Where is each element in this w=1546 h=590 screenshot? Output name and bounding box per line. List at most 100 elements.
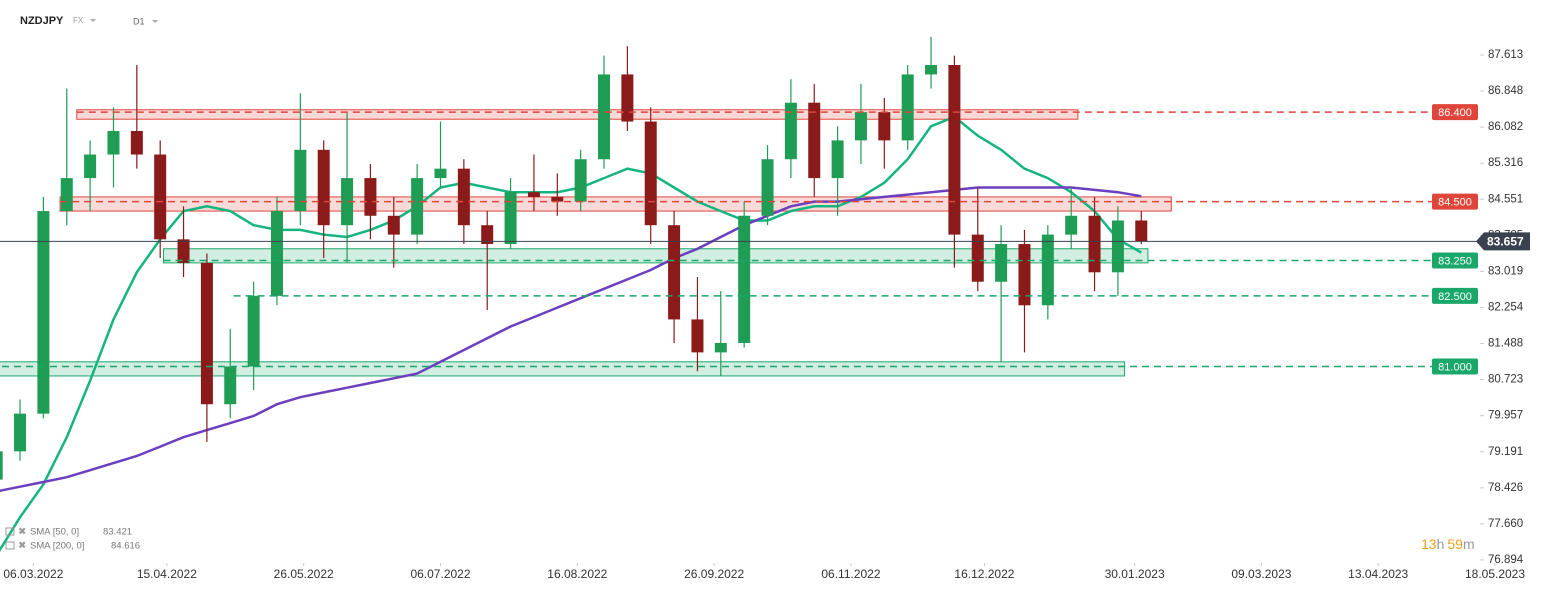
candle-body	[341, 178, 354, 226]
zone	[76, 109, 1079, 120]
level-label-box	[1432, 358, 1478, 375]
legend-value: 84.616	[111, 541, 140, 552]
level-label: 86.400	[1438, 107, 1472, 119]
candle-body	[925, 65, 938, 75]
candle-body	[691, 319, 704, 353]
candle-body	[224, 366, 237, 405]
candle-body	[1041, 234, 1054, 306]
y-tick-label: 86.082	[1488, 121, 1523, 133]
candle-body	[901, 74, 914, 141]
x-tick-label: 30.01.2023	[1105, 567, 1165, 581]
candle-body	[1018, 244, 1031, 306]
candle-body	[784, 102, 797, 160]
candle-body	[761, 159, 774, 216]
last-price-box	[1476, 232, 1530, 251]
candle-body	[808, 102, 821, 179]
legend-name: SMA [200, 0]	[30, 541, 84, 552]
candle-body	[878, 112, 891, 141]
candle-body	[0, 451, 3, 480]
candle-body	[364, 178, 377, 216]
x-tick-label: 06.11.2022	[821, 567, 880, 581]
y-tick-label: 82.254	[1488, 301, 1524, 313]
level-label: 81.000	[1438, 361, 1472, 373]
candle-body	[177, 239, 190, 263]
x-tick-label: 15.04.2022	[137, 567, 197, 581]
candle-body	[317, 149, 330, 226]
countdown: 13h 59m	[1421, 536, 1475, 552]
countdown-unit: h	[1437, 536, 1445, 552]
candle-body	[457, 168, 470, 226]
candle-body	[995, 244, 1008, 282]
candle-body	[37, 211, 50, 414]
candle-body	[130, 130, 143, 155]
y-tick-label: 85.316	[1488, 157, 1523, 169]
y-tick-label: 78.426	[1488, 482, 1523, 494]
candle-body	[1065, 215, 1078, 235]
level-label: 84.500	[1438, 197, 1472, 209]
x-tick-label: 09.03.2023	[1231, 567, 1291, 581]
candle-body	[387, 215, 400, 235]
market[interactable]: FX	[73, 16, 84, 25]
candle-body	[738, 215, 751, 343]
candle-body	[504, 192, 517, 245]
candle-body	[411, 178, 424, 235]
candle-body	[668, 225, 681, 320]
y-tick-label: 79.191	[1488, 446, 1523, 458]
level-label-box	[1432, 252, 1478, 269]
level-label-box	[1432, 104, 1478, 121]
candle-body	[1088, 215, 1101, 273]
candle-body	[154, 154, 167, 240]
legend-close[interactable]: ✖	[18, 527, 26, 538]
candle-body	[854, 112, 867, 141]
level-label: 83.250	[1438, 255, 1472, 267]
candle-body	[574, 159, 587, 202]
legend-icon	[5, 527, 15, 536]
x-tick-label: 16.12.2022	[954, 567, 1014, 581]
y-tick-label: 76.894	[1488, 554, 1524, 566]
candle-body	[14, 413, 27, 452]
y-tick-label: 79.957	[1488, 410, 1523, 422]
sma-line	[0, 115, 1142, 553]
candle-body	[481, 225, 494, 245]
candle-body	[527, 192, 540, 197]
legend-close[interactable]: ✖	[18, 541, 26, 552]
candle-body	[551, 196, 564, 202]
level-label-box	[1432, 193, 1478, 210]
zone	[163, 248, 1149, 264]
countdown-unit: m	[1463, 536, 1475, 552]
candle-body	[714, 342, 727, 353]
candle-body	[107, 130, 120, 155]
zone	[59, 196, 1172, 212]
zone	[0, 361, 1126, 377]
candle-body	[971, 234, 984, 282]
y-tick-label: 83.019	[1488, 265, 1523, 277]
x-tick-label: 13.04.2023	[1348, 567, 1408, 581]
x-tick-label: 06.07.2022	[410, 567, 470, 581]
candle-body	[948, 65, 961, 235]
symbol[interactable]: NZDJPY	[20, 15, 64, 27]
legend-value: 83.421	[103, 527, 132, 538]
dropdown-arrow[interactable]	[90, 19, 96, 22]
candle-body	[644, 121, 657, 226]
y-tick-label: 77.660	[1488, 518, 1523, 530]
candle-body	[1111, 220, 1124, 273]
candle-body	[831, 140, 844, 179]
x-tick-label: 18.05.2023	[1465, 567, 1525, 581]
dropdown-arrow[interactable]	[152, 20, 158, 23]
sma-line	[0, 186, 1142, 493]
y-tick-label: 84.551	[1488, 193, 1523, 205]
y-tick-label: 80.723	[1488, 374, 1523, 386]
interval[interactable]: D1	[133, 16, 145, 26]
candle-body	[84, 154, 97, 179]
level-label: 82.500	[1438, 291, 1472, 303]
candle-body	[60, 178, 73, 212]
countdown-minutes: 59	[1447, 536, 1463, 552]
last-price-label: 83.657	[1487, 235, 1524, 249]
candle-body	[247, 295, 260, 367]
x-tick-label: 26.05.2022	[274, 567, 334, 581]
legend-icon	[5, 541, 15, 550]
y-tick-label: 87.613	[1488, 49, 1523, 61]
candle-body	[621, 74, 634, 122]
y-tick-label: 81.488	[1488, 338, 1523, 350]
